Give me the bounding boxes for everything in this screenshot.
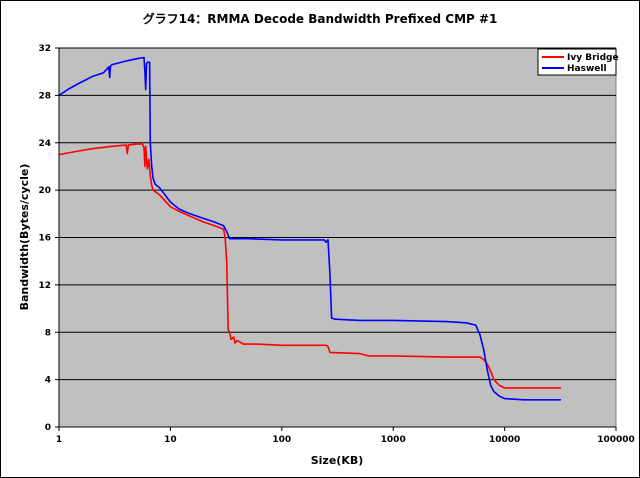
x-tick-label-100000: 100000 [597, 435, 635, 445]
x-axis-ticks: 1 10 100 1000 10000 100000 [56, 427, 635, 445]
y-tick-label-12: 12 [38, 281, 51, 291]
x-axis-label: Size(KB) [311, 454, 364, 467]
series-line-ivy-bridge [58, 143, 561, 389]
y-tick-label-24: 24 [38, 139, 51, 149]
x-tick-label-10: 10 [164, 435, 177, 445]
legend: Ivy Bridge Haswell [537, 48, 619, 76]
series-line-haswell [58, 56, 561, 401]
x-tick-label-1000: 1000 [381, 435, 406, 445]
y-tick-label-16: 16 [38, 234, 51, 244]
chart-title: グラフ14：RMMA Decode Bandwidth Prefixed CMP… [143, 11, 498, 26]
legend-label-ivy-bridge: Ivy Bridge [567, 53, 619, 63]
x-tick-label-10000: 10000 [489, 435, 520, 445]
y-tick-label-8: 8 [45, 328, 51, 338]
y-axis-label: Bandwidth(Bytes/cycle) [18, 164, 31, 311]
y-axis-ticks: 0 4 8 12 16 20 24 28 32 [38, 44, 59, 433]
grid-lines [59, 47, 616, 381]
y-tick-label-32: 32 [38, 44, 51, 54]
legend-box [537, 48, 617, 76]
series-lines [58, 56, 561, 401]
y-tick-label-4: 4 [45, 376, 51, 386]
legend-label-haswell: Haswell [567, 64, 607, 74]
x-tick-label-100: 100 [272, 435, 291, 445]
x-tick-label-1: 1 [56, 435, 62, 445]
y-tick-label-20: 20 [38, 186, 51, 196]
y-tick-label-28: 28 [38, 91, 51, 101]
y-tick-label-0: 0 [45, 423, 51, 433]
